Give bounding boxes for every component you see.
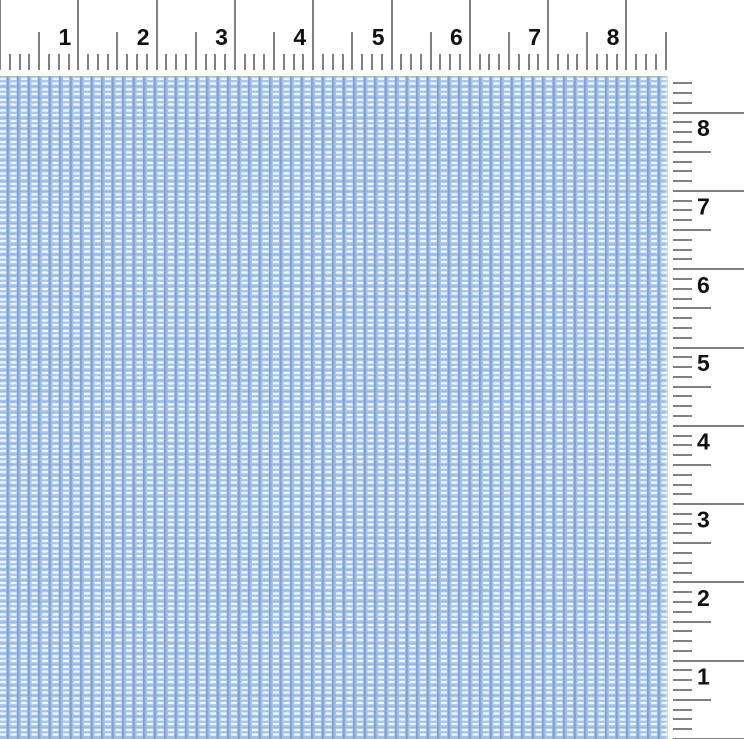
svg-text:5: 5 bbox=[697, 350, 710, 376]
svg-text:1: 1 bbox=[697, 663, 710, 689]
svg-text:4: 4 bbox=[293, 24, 306, 50]
svg-text:2: 2 bbox=[697, 585, 710, 611]
svg-text:7: 7 bbox=[528, 24, 541, 50]
svg-text:1: 1 bbox=[59, 24, 72, 50]
svg-text:3: 3 bbox=[697, 507, 710, 533]
svg-text:6: 6 bbox=[450, 24, 463, 50]
svg-text:4: 4 bbox=[697, 428, 710, 454]
svg-text:5: 5 bbox=[372, 24, 385, 50]
svg-text:2: 2 bbox=[137, 24, 150, 50]
svg-text:6: 6 bbox=[697, 272, 710, 298]
svg-text:3: 3 bbox=[215, 24, 228, 50]
svg-text:7: 7 bbox=[697, 194, 710, 220]
svg-text:8: 8 bbox=[697, 115, 710, 141]
svg-text:8: 8 bbox=[607, 24, 620, 50]
